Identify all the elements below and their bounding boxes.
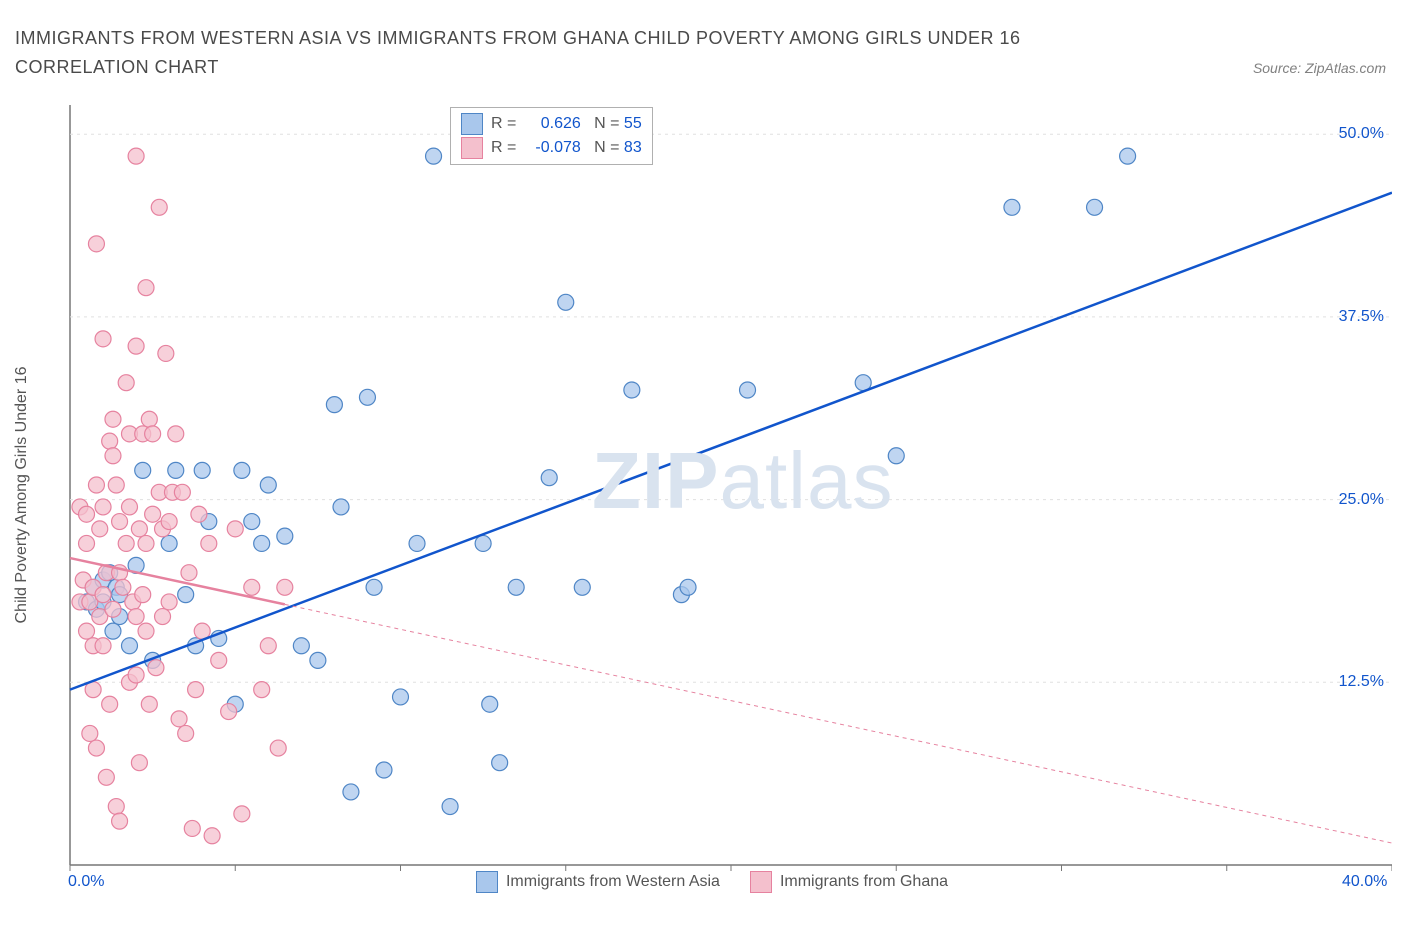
stats-legend-row: R = -0.078 N = 83 bbox=[461, 136, 642, 160]
chart-container: Child Poverty Among Girls Under 16 ZIPat… bbox=[32, 105, 1392, 885]
y-tick-label: 12.5% bbox=[1339, 673, 1384, 691]
stats-legend-row: R = 0.626 N = 55 bbox=[461, 112, 642, 136]
chart-title: IMMIGRANTS FROM WESTERN ASIA VS IMMIGRAN… bbox=[15, 24, 1115, 82]
legend-swatch bbox=[476, 871, 498, 893]
bottom-legend-item: Immigrants from Ghana bbox=[750, 871, 948, 893]
bottom-legend-label: Immigrants from Western Asia bbox=[506, 873, 720, 891]
source-label: Source: ZipAtlas.com bbox=[1253, 60, 1386, 76]
bottom-legend-item: Immigrants from Western Asia bbox=[476, 871, 720, 893]
bottom-legend-label: Immigrants from Ghana bbox=[780, 873, 948, 891]
stats-legend: R = 0.626 N = 55R = -0.078 N = 83 bbox=[450, 107, 653, 165]
x-axis-min-label: 0.0% bbox=[68, 873, 104, 891]
scatter-plot bbox=[32, 105, 1392, 885]
bottom-legend: Immigrants from Western Asia Immigrants f… bbox=[32, 871, 1392, 893]
y-axis-label: Child Poverty Among Girls Under 16 bbox=[13, 367, 31, 624]
legend-swatch bbox=[750, 871, 772, 893]
legend-swatch bbox=[461, 137, 483, 159]
legend-swatch bbox=[461, 113, 483, 135]
x-axis-max-label: 40.0% bbox=[1342, 873, 1387, 891]
y-tick-label: 37.5% bbox=[1339, 308, 1384, 326]
y-tick-label: 25.0% bbox=[1339, 491, 1384, 509]
y-tick-label: 50.0% bbox=[1339, 125, 1384, 143]
